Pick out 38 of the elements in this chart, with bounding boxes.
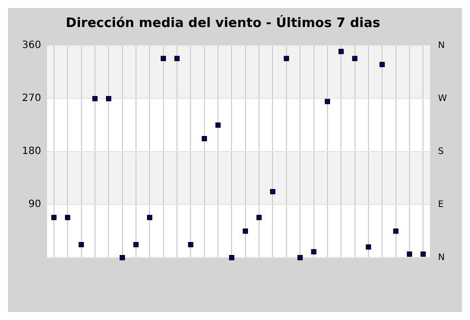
point xyxy=(120,254,125,260)
text: S xyxy=(438,146,444,157)
point xyxy=(92,96,98,102)
point xyxy=(64,214,70,220)
point xyxy=(133,242,139,248)
point xyxy=(78,242,84,248)
point xyxy=(324,98,330,104)
text: W xyxy=(438,94,447,104)
text: E xyxy=(438,200,444,210)
point xyxy=(380,62,385,68)
point xyxy=(311,249,316,254)
point xyxy=(215,122,221,128)
point xyxy=(188,242,194,248)
point xyxy=(420,251,426,257)
y-tick-label: 270 xyxy=(22,93,42,104)
point xyxy=(202,136,207,142)
point xyxy=(160,56,166,62)
point xyxy=(297,254,303,260)
point xyxy=(147,214,152,220)
point xyxy=(284,56,290,62)
point xyxy=(229,254,234,260)
point xyxy=(256,214,262,220)
text: N xyxy=(438,252,445,263)
point xyxy=(338,48,344,54)
point xyxy=(174,56,180,62)
point xyxy=(106,96,112,102)
point xyxy=(406,251,412,257)
point xyxy=(393,228,398,234)
point xyxy=(270,189,276,194)
chart-title: Dirección media del viento - Últimos 7 dias xyxy=(66,14,380,32)
point xyxy=(51,214,57,220)
point xyxy=(242,228,248,234)
point xyxy=(352,56,358,62)
y-tick-label: 90 xyxy=(28,199,42,210)
y-tick-label: 360 xyxy=(22,40,42,52)
point xyxy=(366,244,372,250)
text: N xyxy=(438,40,445,51)
y-tick-label: 180 xyxy=(22,146,42,158)
